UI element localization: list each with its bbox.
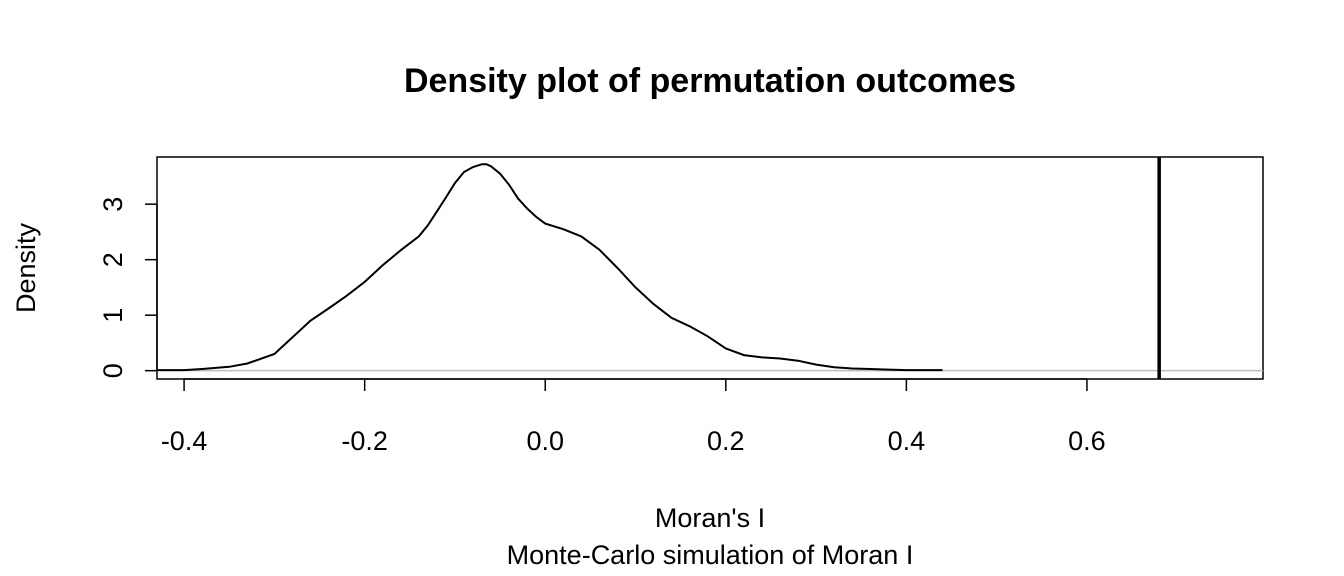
density-curve [157,163,943,372]
x-tick-label: 0.2 [707,426,745,456]
chart-title: Density plot of permutation outcomes [404,62,1016,100]
y-tick-label: 1 [98,308,128,323]
x-tick-label: 0.4 [888,426,926,456]
x-tick-label: 0.6 [1068,426,1106,456]
y-tick-label: 0 [98,363,128,378]
x-tick-label: -0.4 [161,426,208,456]
x-axis-title: Moran's I [655,503,765,533]
y-tick-label: 2 [98,252,128,267]
x-axis-subtitle: Monte-Carlo simulation of Moran I [507,540,914,570]
plot-frame [156,156,1264,380]
y-axis: 0 1 2 3 [98,197,158,378]
x-tick-label: 0.0 [526,426,564,456]
y-axis-title: Density [11,222,41,313]
x-axis: -0.4 -0.2 0.0 0.2 0.4 0.6 [161,378,1106,456]
x-tick-label: -0.2 [341,426,388,456]
y-tick-label: 3 [98,197,128,212]
